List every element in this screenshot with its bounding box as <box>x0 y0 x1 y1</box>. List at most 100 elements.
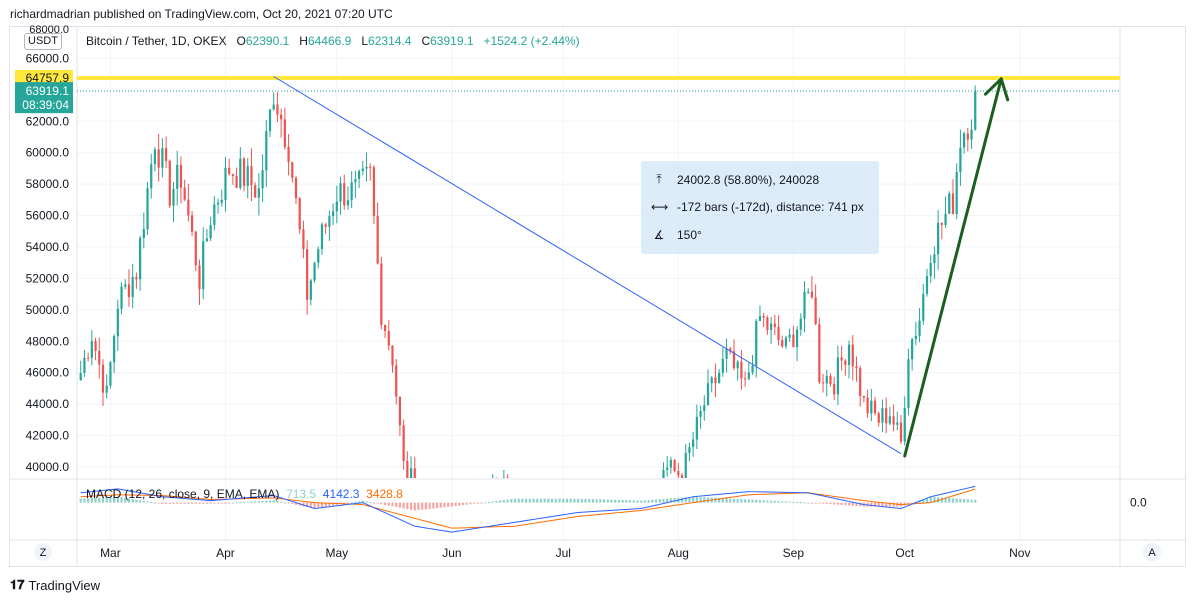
candle-body <box>669 459 672 468</box>
macd-hist-bar <box>628 500 632 503</box>
macd-hist-bar <box>257 501 260 503</box>
macd-hist-bar <box>718 498 721 503</box>
macd-hist-bar <box>625 500 628 503</box>
candle-body <box>291 162 294 178</box>
candle-body <box>925 276 929 294</box>
candle-body <box>365 167 368 169</box>
macd-hist-bar <box>402 502 405 509</box>
macd-hist-bar <box>161 502 164 504</box>
macd-hist-bar <box>840 502 843 505</box>
candle-body <box>172 188 175 206</box>
tradingview-logo[interactable]: 𝟏𝟕 TradingView <box>10 577 100 593</box>
macd-hist-bar <box>343 502 346 504</box>
scale-button-label-left[interactable]: Z <box>40 547 47 559</box>
candle-body <box>254 185 257 198</box>
candle-body <box>855 366 858 369</box>
arrow-head-left[interactable] <box>983 77 1003 96</box>
macd-hist-bar <box>432 502 435 509</box>
macd-hist-bar <box>372 502 376 504</box>
macd-hist-bar <box>484 502 487 504</box>
candle-body <box>135 276 138 280</box>
scale-button-left[interactable] <box>34 543 52 561</box>
macd-hist-bar <box>142 500 145 503</box>
candle-body <box>718 372 721 383</box>
candle-body <box>974 91 977 130</box>
macd-hist-bar <box>216 502 220 504</box>
scale-button-right[interactable] <box>1143 543 1161 561</box>
macd-hist-bar <box>324 502 327 507</box>
candle-body <box>577 568 579 576</box>
candle-body <box>836 357 840 395</box>
macd-hist-bar <box>688 497 691 503</box>
tradingview-mark-icon: 𝟏𝟕 <box>10 577 25 592</box>
logo-text: TradingView <box>28 577 101 593</box>
macd-hist-bar <box>643 500 647 503</box>
macd-hist-bar <box>120 497 123 503</box>
macd-hist-bar <box>387 502 390 506</box>
y-tick-label: 66000.0 <box>26 51 70 65</box>
candle-body <box>862 395 866 398</box>
candle-body <box>859 368 862 396</box>
macd-hist-bar <box>302 502 305 507</box>
macd-hist-bar <box>584 498 587 503</box>
candle-body <box>873 400 877 414</box>
macd-hist-bar <box>844 502 847 506</box>
macd-hist-bar <box>610 499 613 503</box>
change-value: +1524.2 (+2.44%) <box>483 34 580 48</box>
candle-body <box>87 357 90 359</box>
candle-body <box>903 407 906 442</box>
x-tick-label: Jul <box>556 546 571 560</box>
macd-hist-bar <box>680 497 684 503</box>
candle-body <box>610 578 612 584</box>
candle-body <box>246 166 249 186</box>
candle-body <box>150 164 153 189</box>
macd-hist-bar <box>190 502 194 504</box>
candle-body <box>261 170 264 189</box>
symbol-name[interactable]: Bitcoin / Tether, 1D, OKEX <box>86 34 227 48</box>
measure-price-row: ⤒ 24002.8 (58.80%), 240028 <box>651 172 819 187</box>
macd-hist-bar <box>350 502 353 504</box>
macd-hist-bar <box>614 499 617 503</box>
candle-body <box>409 468 413 478</box>
candle-body <box>525 553 527 561</box>
candle-body <box>870 400 873 414</box>
candle-body <box>98 350 101 365</box>
candle-body <box>521 522 523 553</box>
horizontal-measure-icon: ⟷ <box>651 200 669 214</box>
macd-hist-bar <box>268 500 272 503</box>
scale-button-label-right[interactable]: A <box>1148 547 1156 559</box>
macd-label[interactable]: MACD (12, 26, close, 9, EMA, EMA) <box>86 487 280 501</box>
candle-body <box>272 104 275 110</box>
macd-hist-bar <box>784 501 788 503</box>
arrow-shaft[interactable] <box>903 77 1003 458</box>
macd-hist-bar <box>328 502 331 507</box>
macd-hist-bar <box>562 498 565 503</box>
macd-hist-bar <box>98 497 101 503</box>
candle-body <box>944 213 947 225</box>
candle-body <box>510 494 512 497</box>
candle-body <box>788 334 791 338</box>
candle-body <box>495 477 498 478</box>
candle-body <box>618 588 620 596</box>
macd-hist-bar <box>476 502 479 504</box>
candle-body <box>224 167 227 200</box>
candle-body <box>536 575 538 580</box>
candle-body <box>714 377 717 383</box>
candle-body <box>948 193 951 214</box>
arrow-head-right[interactable] <box>999 77 1010 102</box>
candle-body <box>588 564 590 565</box>
macd-hist-bar <box>276 501 279 503</box>
macd-hist-bar <box>970 499 973 503</box>
candle-body <box>339 183 342 202</box>
currency-unit-button[interactable]: USDT <box>24 33 62 50</box>
candle-body <box>346 200 350 206</box>
macd-hist-bar <box>87 498 90 503</box>
macd-hist-bar <box>224 502 227 504</box>
candle-body <box>239 158 242 188</box>
trend-line[interactable] <box>273 76 902 455</box>
candle-body <box>317 249 320 263</box>
macd-hist-bar <box>525 498 528 503</box>
macd-hist-bar <box>621 500 624 503</box>
macd-hist-bar <box>153 502 157 504</box>
